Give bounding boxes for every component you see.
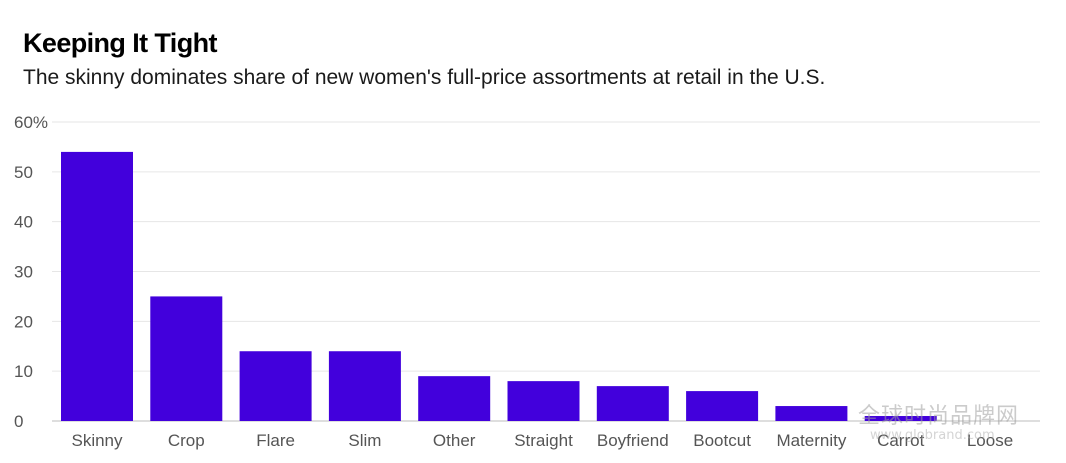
watermark-url: www.globrand.com <box>870 428 995 443</box>
x-tick-label-boyfriend: Boyfriend <box>597 431 669 450</box>
y-tick-label: 20 <box>14 312 33 331</box>
x-tick-label-loose: Loose <box>967 431 1013 450</box>
x-tick-label-straight: Straight <box>514 431 573 450</box>
bar-straight <box>507 381 580 421</box>
y-tick-label: 10 <box>14 362 33 381</box>
chart-subtitle: The skinny dominates share of new women'… <box>23 66 826 89</box>
bar-carrot <box>864 416 937 421</box>
y-tick-label: 50 <box>14 163 33 182</box>
chart-title: Keeping It Tight <box>23 28 217 58</box>
bar-crop <box>150 296 223 421</box>
y-tick-label: 30 <box>14 263 33 282</box>
x-tick-label-crop: Crop <box>168 431 205 450</box>
x-tick-label-flare: Flare <box>256 431 295 450</box>
watermark-text: 全球时尚品牌网 <box>858 404 1020 429</box>
bar-skinny <box>61 151 133 421</box>
bar-bootcut <box>686 391 759 421</box>
x-tick-label-bootcut: Bootcut <box>693 431 751 450</box>
x-tick-label-slim: Slim <box>348 431 381 450</box>
y-tick-label: 0 <box>14 412 23 431</box>
x-tick-label-maternity: Maternity <box>776 431 846 450</box>
bar-flare <box>239 351 312 421</box>
x-tick-label-skinny: Skinny <box>71 431 123 450</box>
bar-slim <box>328 351 401 421</box>
bar-maternity <box>775 406 848 421</box>
y-tick-label: 40 <box>14 213 33 232</box>
y-tick-label: 60% <box>14 113 48 132</box>
bar-other <box>418 376 491 421</box>
bar-boyfriend <box>596 386 669 421</box>
x-tick-label-other: Other <box>433 431 476 450</box>
x-tick-label-carrot: Carrot <box>877 431 925 450</box>
